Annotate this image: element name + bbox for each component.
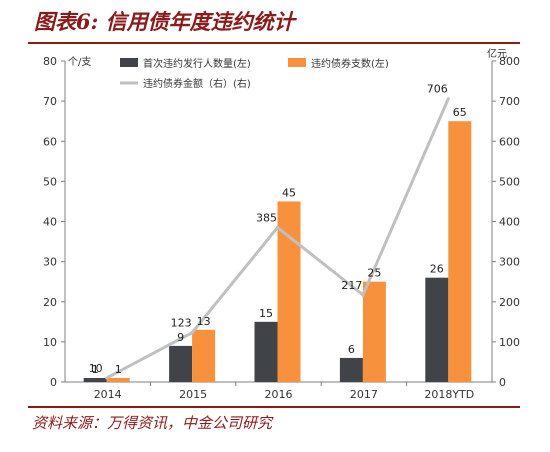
left-y-tick-label: 50 [43,175,57,188]
line-value-label: 217 [341,279,362,292]
x-tick-label: 2014 [94,388,122,401]
bar-bonds [448,121,472,382]
right-y-tick-label: 400 [499,216,520,229]
right-y-tick-label: 500 [499,175,520,188]
line-point [105,376,109,380]
left-y-tick-label: 60 [43,135,57,148]
right-y-tick-label: 800 [499,55,520,68]
bar-issuers [254,321,278,382]
x-tick-label: 2017 [350,388,378,401]
line-value-label: 385 [256,212,277,225]
line-point [361,293,365,297]
legend-swatch-issuers [120,58,138,67]
bar-issuers [339,357,363,382]
line-value-label: 706 [427,83,448,96]
legend-label-amount: 违约债券金额（右）(右) [143,77,251,90]
left-y-tick-label: 40 [43,216,57,229]
bar-value-label: 1 [115,363,122,376]
bar-value-label: 65 [453,106,467,119]
right-y-tick-label: 700 [499,95,520,108]
right-y-tick-label: 0 [499,376,506,389]
right-y-tick-label: 200 [499,296,520,309]
chart: 0102030405060708001002003004005006007008… [43,47,520,401]
line-point [446,97,450,101]
bar-value-label: 13 [197,315,211,328]
line-value-label: 123 [171,317,192,330]
line-point [276,226,279,230]
left-y-tick-label: 70 [43,95,57,108]
title-rule [28,42,520,44]
bar-value-label: 25 [367,267,381,280]
bar-value-label: 26 [430,263,444,276]
left-y-tick-label: 20 [43,296,57,309]
bar-issuers [169,345,193,382]
legend-swatch-bonds [288,58,306,67]
bar-issuers [425,277,449,382]
right-y-tick-label: 300 [499,256,520,269]
left-y-tick-label: 0 [50,376,57,389]
legend-label-issuers: 首次违约发行人数量(左) [143,57,251,70]
bar-issuers [83,377,107,382]
right-y-tick-label: 100 [499,336,520,349]
bar-value-label: 6 [348,343,355,356]
source-note: 资料来源：万得资讯，中金公司研究 [32,414,273,432]
x-tick-label: 2016 [265,388,293,401]
bar-value-label: 15 [259,307,273,320]
right-y-unit: 亿元 [487,47,507,60]
x-tick-label: 2015 [179,388,207,401]
line-value-label: 10 [89,362,103,375]
line-point [190,331,194,335]
x-tick-label: 2018YTD [424,388,474,401]
left-y-tick-label: 80 [43,55,57,68]
bar-value-label: 9 [177,331,184,344]
left-y-tick-label: 30 [43,256,57,269]
left-y-tick-label: 10 [43,336,57,349]
left-y-unit: 个/支 [68,56,91,68]
right-y-tick-label: 600 [499,135,520,148]
bar-bonds [106,377,130,382]
figure-title: 图表6: 信用债年度违约统计 [34,9,295,34]
bar-bonds [277,201,301,382]
source-rule [28,406,520,408]
bar-bonds [192,329,216,382]
bar-value-label: 1 [92,363,99,376]
legend-label-bonds: 违约债券支数(左) [311,57,389,70]
bar-value-label: 45 [282,186,296,199]
bar-bonds [362,281,386,382]
